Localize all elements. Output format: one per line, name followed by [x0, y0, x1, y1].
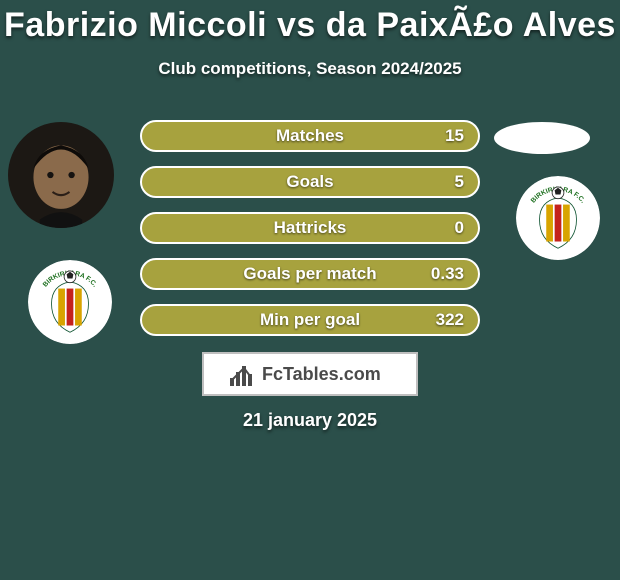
stat-label: Matches	[142, 126, 478, 146]
stat-bar: Min per goal322	[140, 304, 480, 336]
stat-value-right: 322	[436, 310, 464, 330]
stat-value-right: 15	[445, 126, 464, 146]
stat-label: Goals per match	[142, 264, 478, 284]
player-right-club-badge: BIRKIRKARA F.C.	[516, 176, 600, 260]
stat-label: Hattricks	[142, 218, 478, 238]
stat-value-right: 5	[455, 172, 464, 192]
stat-bar: Goals per match0.33	[140, 258, 480, 290]
svg-text:BIRKIRKARA F.C.: BIRKIRKARA F.C.	[530, 186, 586, 205]
stat-bars: Matches15 Goals5 Hattricks0 Goals per match…	[140, 120, 480, 350]
club-crest-icon: BIRKIRKARA F.C.	[516, 176, 600, 260]
page-subtitle: Club competitions, Season 2024/2025	[0, 59, 620, 79]
watermark-text: FcTables.com	[262, 364, 381, 384]
player-right-avatar	[494, 122, 590, 154]
watermark-badge: FcTables.com	[202, 352, 418, 396]
club-crest-icon: BIRKIRKARA F.C.	[28, 260, 112, 344]
svg-text:BIRKIRKARA F.C.: BIRKIRKARA F.C.	[42, 270, 98, 289]
stat-value-right: 0.33	[431, 264, 464, 284]
stat-label: Min per goal	[142, 310, 478, 330]
stat-bar: Matches15	[140, 120, 480, 152]
player-left-club-badge: BIRKIRKARA F.C.	[28, 260, 112, 344]
player-left-avatar	[8, 122, 114, 228]
stat-bar: Goals5	[140, 166, 480, 198]
player-left-face-icon	[8, 122, 114, 228]
page-title: Fabrizio Miccoli vs da PaixÃ£o Alves	[0, 0, 620, 45]
stat-label: Goals	[142, 172, 478, 192]
stat-value-right: 0	[455, 218, 464, 238]
comparison-infographic: Fabrizio Miccoli vs da PaixÃ£o Alves Clu…	[0, 0, 620, 580]
watermark-content: FcTables.com	[202, 352, 418, 396]
stat-bar: Hattricks0	[140, 212, 480, 244]
infographic-date: 21 january 2025	[0, 410, 620, 431]
